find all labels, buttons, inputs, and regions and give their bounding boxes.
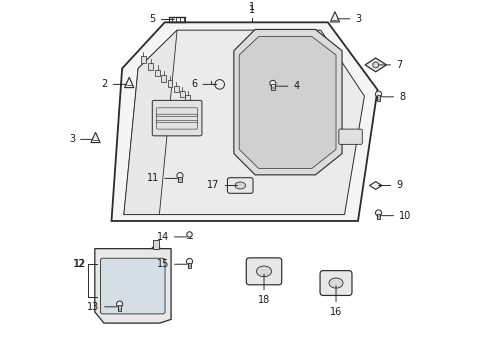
Polygon shape [123, 30, 364, 215]
Bar [148, 63, 152, 70]
Polygon shape [330, 12, 339, 22]
Circle shape [116, 301, 122, 307]
Text: 7: 7 [395, 60, 402, 70]
Text: 18: 18 [257, 296, 269, 305]
Ellipse shape [234, 182, 245, 189]
Circle shape [372, 62, 378, 68]
Bar [161, 75, 165, 82]
Text: 1: 1 [248, 3, 254, 12]
Text: 8: 8 [398, 92, 405, 102]
Bar [180, 91, 184, 97]
FancyBboxPatch shape [227, 178, 252, 193]
Polygon shape [95, 249, 171, 323]
Text: 1: 1 [248, 5, 254, 14]
Polygon shape [124, 77, 134, 87]
FancyBboxPatch shape [338, 129, 362, 144]
Polygon shape [365, 58, 386, 72]
Text: 15: 15 [156, 259, 168, 269]
Text: 9: 9 [395, 180, 402, 190]
Text: 11: 11 [147, 174, 159, 183]
Ellipse shape [256, 266, 271, 277]
Circle shape [375, 210, 381, 216]
Bar [118, 305, 121, 311]
Bar [270, 85, 274, 90]
Polygon shape [123, 30, 177, 215]
Text: 10: 10 [398, 211, 410, 221]
Ellipse shape [328, 278, 343, 288]
Circle shape [186, 232, 192, 237]
Bar [187, 262, 191, 268]
Text: 14: 14 [156, 232, 168, 242]
FancyBboxPatch shape [246, 258, 281, 285]
FancyBboxPatch shape [100, 258, 165, 314]
Text: 6: 6 [191, 80, 197, 89]
Text: 4: 4 [293, 81, 299, 91]
Bar [153, 240, 158, 249]
Bar [376, 95, 380, 100]
Circle shape [375, 91, 381, 97]
Bar [185, 95, 190, 102]
Circle shape [186, 258, 192, 265]
Bar [141, 57, 145, 63]
Polygon shape [111, 22, 377, 221]
Bar [178, 177, 182, 182]
Polygon shape [233, 30, 341, 175]
Polygon shape [91, 132, 100, 143]
Text: 13: 13 [87, 302, 99, 312]
Polygon shape [239, 36, 335, 168]
FancyBboxPatch shape [152, 100, 202, 136]
Text: 3: 3 [69, 134, 75, 144]
Circle shape [269, 80, 275, 86]
Circle shape [177, 172, 183, 179]
Text: 2: 2 [101, 80, 107, 89]
Text: 5: 5 [149, 14, 156, 24]
Bar [167, 80, 172, 86]
Text: 17: 17 [207, 180, 219, 190]
Bar [174, 86, 178, 92]
Bar [155, 69, 160, 76]
Text: 3: 3 [355, 14, 361, 24]
Text: 12: 12 [74, 258, 86, 269]
Text: 16: 16 [329, 307, 342, 317]
Bar [376, 214, 380, 219]
Text: 12: 12 [73, 258, 85, 269]
FancyBboxPatch shape [320, 271, 351, 296]
Polygon shape [369, 181, 381, 189]
